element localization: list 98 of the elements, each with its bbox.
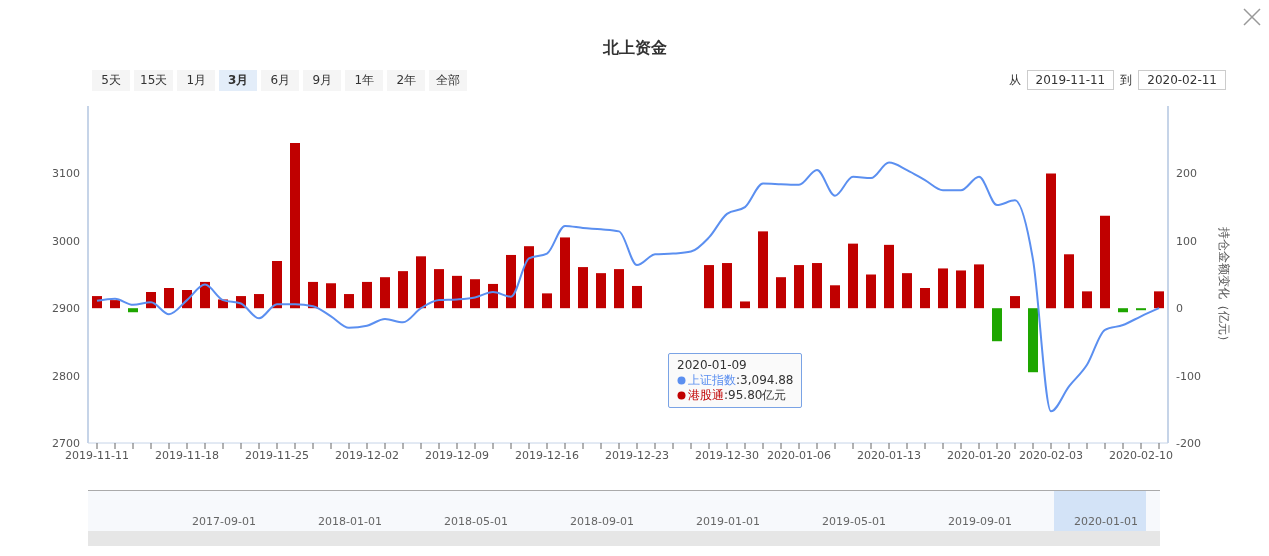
bar	[110, 300, 120, 309]
bar	[470, 279, 480, 309]
range-button: 6月	[261, 70, 300, 91]
y-tick-label: 3100	[52, 167, 80, 181]
bar	[92, 296, 102, 309]
bar	[452, 275, 462, 309]
x-tick-label: 2019-12-30	[695, 448, 759, 462]
range-button: 5天	[92, 70, 130, 91]
bar	[1028, 308, 1038, 373]
y2-tick-label: 100	[1176, 234, 1197, 248]
y2-tick-label: -100	[1176, 369, 1201, 383]
bar	[1064, 254, 1074, 309]
bar	[632, 285, 642, 309]
bar	[434, 269, 444, 309]
y2-tick-label: 200	[1176, 167, 1197, 181]
y2-tick-label: -200	[1176, 436, 1201, 450]
bar	[578, 267, 588, 309]
bar	[866, 274, 876, 309]
bar	[596, 273, 606, 309]
text: 到	[1120, 71, 1133, 89]
bar	[776, 277, 786, 309]
range-button: 1年	[345, 70, 384, 91]
bar	[560, 237, 570, 309]
bar	[1154, 291, 1164, 309]
bar	[1046, 173, 1056, 309]
bar	[848, 243, 858, 309]
bar	[974, 264, 984, 309]
legend-label: 上证指数	[688, 373, 736, 388]
legend-label: 港股通	[688, 388, 724, 403]
bar	[1010, 296, 1020, 309]
bar	[128, 308, 138, 313]
bar	[398, 271, 408, 309]
bar	[920, 287, 930, 309]
range-button: 9月	[303, 70, 342, 91]
bar	[704, 265, 714, 309]
bar	[542, 293, 552, 309]
x-tick-label: 2020-02-03	[1019, 448, 1083, 462]
x-tick-label: 2019-11-11	[65, 448, 129, 462]
chart-title: 北上资金	[601, 38, 668, 59]
x-tick-label: 2019-12-02	[335, 448, 399, 462]
x-tick-label: 2020-01-06	[767, 448, 831, 462]
bar	[956, 270, 966, 309]
bar	[524, 246, 534, 309]
annotation: 2020-01-09	[677, 358, 748, 373]
bar	[344, 294, 354, 309]
range-button: 3月	[219, 70, 258, 91]
bar	[200, 281, 210, 309]
bar	[830, 285, 840, 309]
text: 从	[1008, 71, 1021, 89]
range-button: 1月	[177, 70, 216, 91]
y-tick-label: 3000	[52, 234, 80, 248]
bar	[416, 256, 426, 309]
bar	[254, 294, 264, 309]
y-tick-label: 2900	[52, 302, 80, 316]
x-tick-label: 2019-12-16	[515, 448, 579, 462]
y-tick-label: 2800	[52, 369, 80, 383]
bar	[1082, 291, 1092, 309]
annotation: :3,094.88	[736, 373, 794, 388]
bar	[1136, 308, 1146, 311]
bar	[938, 268, 948, 309]
bar	[758, 231, 768, 309]
y-tick-label: 2700	[52, 436, 80, 450]
date-field: 2020-02-11	[1138, 70, 1226, 90]
bar	[740, 301, 750, 309]
date-field: 2019-11-11	[1026, 70, 1115, 90]
line-series	[96, 161, 1160, 413]
bar	[362, 281, 372, 309]
range-navigator: 2017-09-01 2018-01-01 2018-05-01 2018-09-01 2019-01-01 2019-05-01 2019-09-01 2020-01-01	[88, 490, 1160, 546]
bar	[164, 287, 174, 309]
x-tick-label: 2020-01-20	[947, 448, 1011, 462]
bar	[1118, 308, 1128, 313]
bar	[794, 265, 804, 309]
bar	[722, 263, 732, 309]
bar	[272, 261, 282, 309]
bar	[506, 254, 516, 309]
x-tick-label: 2019-12-23	[605, 448, 669, 462]
x-tick-label: 2019-11-25	[245, 448, 309, 462]
range-button: 全部	[429, 70, 468, 91]
bar	[884, 244, 894, 309]
x-tick-label: 2020-02-10	[1109, 448, 1173, 462]
bar	[902, 273, 912, 309]
x-tick-label: 2019-12-09	[425, 448, 489, 462]
bar	[1100, 215, 1110, 309]
y2-axis-title: 持仓金额变化（亿元）	[1215, 225, 1232, 349]
y2-tick-label: 0	[1176, 302, 1183, 316]
bar	[290, 143, 300, 309]
x-tick-label: 2019-11-18	[155, 448, 219, 462]
bar	[326, 283, 336, 309]
bar	[812, 263, 822, 309]
annotation: :95.80亿元	[724, 388, 787, 403]
bar	[614, 269, 624, 309]
range-button: 15天	[134, 70, 174, 91]
bar	[308, 281, 318, 309]
bar	[992, 308, 1002, 342]
range-button: 2年	[387, 70, 426, 91]
x-tick-label: 2020-01-13	[857, 448, 921, 462]
bar	[380, 277, 390, 309]
bar	[488, 283, 498, 309]
